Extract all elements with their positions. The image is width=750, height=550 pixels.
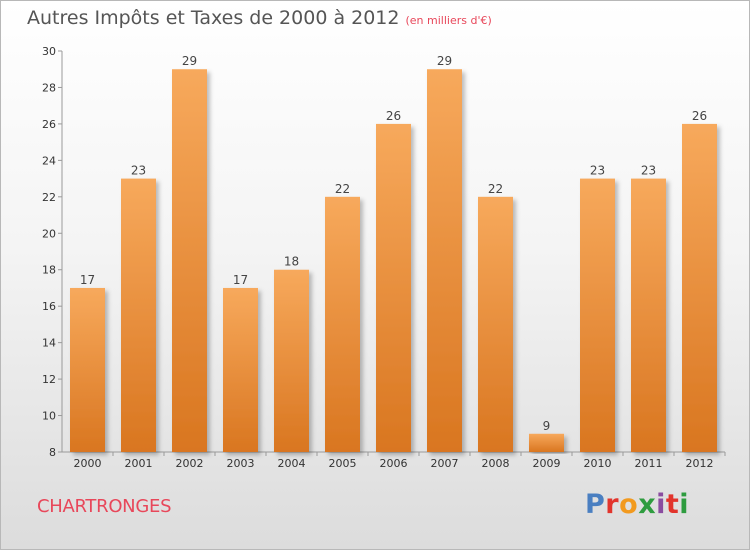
bar [478,196,513,452]
chart-title: Autres Impôts et Taxes de 2000 à 2012 (en… [27,7,492,29]
logo-letter: o [619,489,639,520]
bar [580,178,615,452]
data-label: 23 [641,164,656,178]
x-tick-label: 2006 [380,457,408,470]
x-tick-label: 2004 [278,457,306,470]
logo-letter: P [585,489,606,520]
data-label: 29 [182,54,197,68]
logo-letter: t [665,489,680,520]
bar [631,178,666,452]
logo-letter: i [656,489,666,520]
bar [70,287,105,452]
y-tick-label: 20 [42,227,56,240]
y-tick-label: 10 [42,410,56,423]
x-tick-label: 2008 [482,457,510,470]
y-tick-label: 14 [42,337,56,350]
bar [682,123,717,452]
data-label: 17 [80,273,95,287]
data-label: 26 [692,109,707,123]
bar [376,123,411,452]
data-labels: 17 23 29 17 18 22 26 29 22 9 23 23 26 [80,54,707,433]
data-label: 26 [386,109,401,123]
y-tick-label: 24 [42,154,56,167]
y-tick-label: 12 [42,373,56,386]
x-tick-label: 2011 [635,457,663,470]
data-label: 23 [131,164,146,178]
y-tick-label: 18 [42,264,56,277]
data-label: 9 [543,419,551,433]
data-label: 22 [335,182,350,196]
x-tick-label: 2003 [227,457,255,470]
logo-letter: i [679,489,690,520]
x-tick-label: 2012 [686,457,714,470]
logo-letter: r [605,489,620,520]
chart-title-text: Autres Impôts et Taxes de 2000 à 2012 [27,7,400,29]
y-tick-label: 30 [42,45,56,58]
proxiti-logo: Proxiti [585,489,689,520]
bars [70,69,717,453]
data-label: 17 [233,273,248,287]
y-tick-label: 16 [42,300,56,313]
bar [529,433,564,452]
x-tick-label: 2001 [125,457,153,470]
x-tick-label: 2000 [74,457,102,470]
bar [121,178,156,452]
data-label: 23 [590,164,605,178]
x-tick-label: 2005 [329,457,357,470]
x-tick-label: 2009 [533,457,561,470]
bar [172,69,207,453]
y-tick-label: 28 [42,81,56,94]
data-label: 18 [284,255,299,269]
logo-letter: x [638,489,657,520]
data-label: 22 [488,182,503,196]
y-tick-label: 8 [49,446,56,459]
bar [223,287,258,452]
y-tick-label: 22 [42,191,56,204]
data-label: 29 [437,54,452,68]
x-tick-label: 2010 [584,457,612,470]
bar [274,269,309,452]
commune-name: CHARTRONGES [37,496,172,517]
bar [325,196,360,452]
bar [427,69,462,453]
y-tick-label: 26 [42,118,56,131]
x-tick-label: 2002 [176,457,204,470]
chart-subtitle: (en milliers d'€) [405,14,492,27]
x-tick-label: 2007 [431,457,459,470]
